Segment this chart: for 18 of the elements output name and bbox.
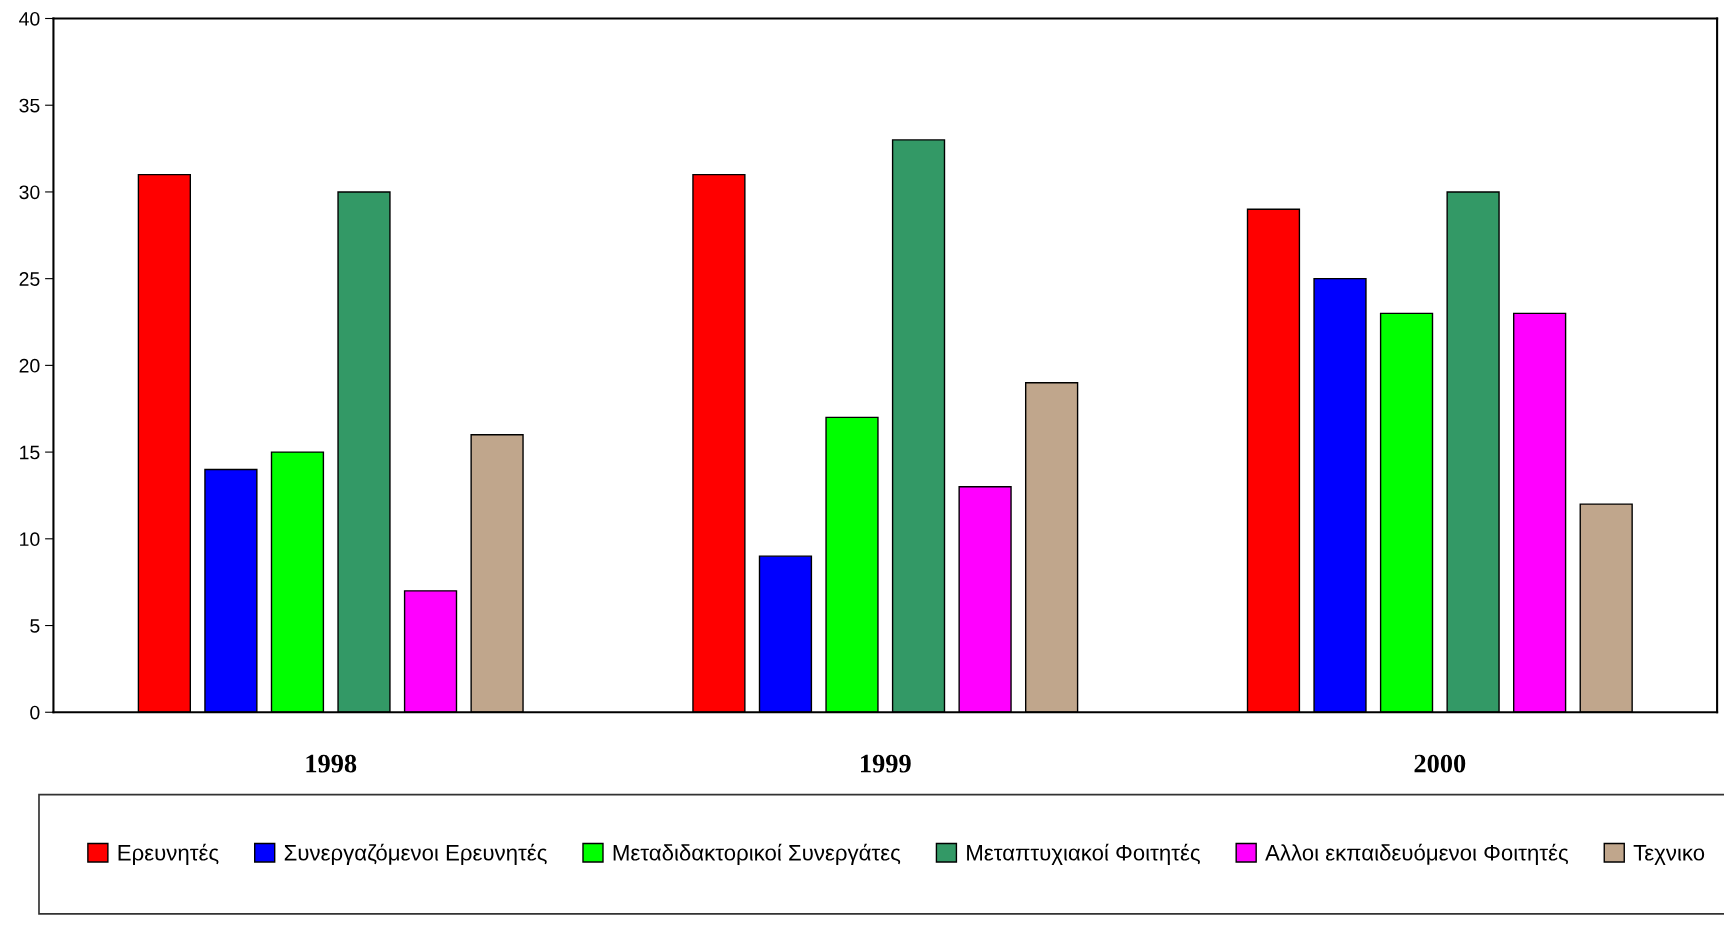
y-tick-label: 35 <box>19 98 40 113</box>
legend-label: Μεταπτυχιακοί Φοιτητές <box>967 843 1200 865</box>
legend-label: Τεχνικο <box>1633 845 1705 865</box>
x-tick-label: 1999 <box>861 754 911 773</box>
x-tick-label: 1998 <box>306 754 357 773</box>
y-tick-label: 0 <box>30 705 40 720</box>
y-tick-label: 25 <box>19 272 40 286</box>
legend-label: Συνεργαζόμενοι Ερευνητές <box>284 843 547 865</box>
y-tick-label: 15 <box>20 445 40 460</box>
legend-label: Μεταδιδακτορικοί Συνεργάτες <box>613 843 901 865</box>
y-tick-label: 5 <box>30 619 40 633</box>
legend-label: Αλλοι εκπαιδευόμενοι Φοιτητές <box>1265 843 1569 865</box>
y-tick-label: 40 <box>19 11 40 26</box>
y-tick-label: 20 <box>19 358 40 373</box>
x-tick-label: 2000 <box>1414 754 1466 773</box>
legend-label: Ερευνητές <box>118 843 219 865</box>
y-tick-label: 30 <box>19 185 40 200</box>
y-tick-label: 10 <box>20 532 40 547</box>
